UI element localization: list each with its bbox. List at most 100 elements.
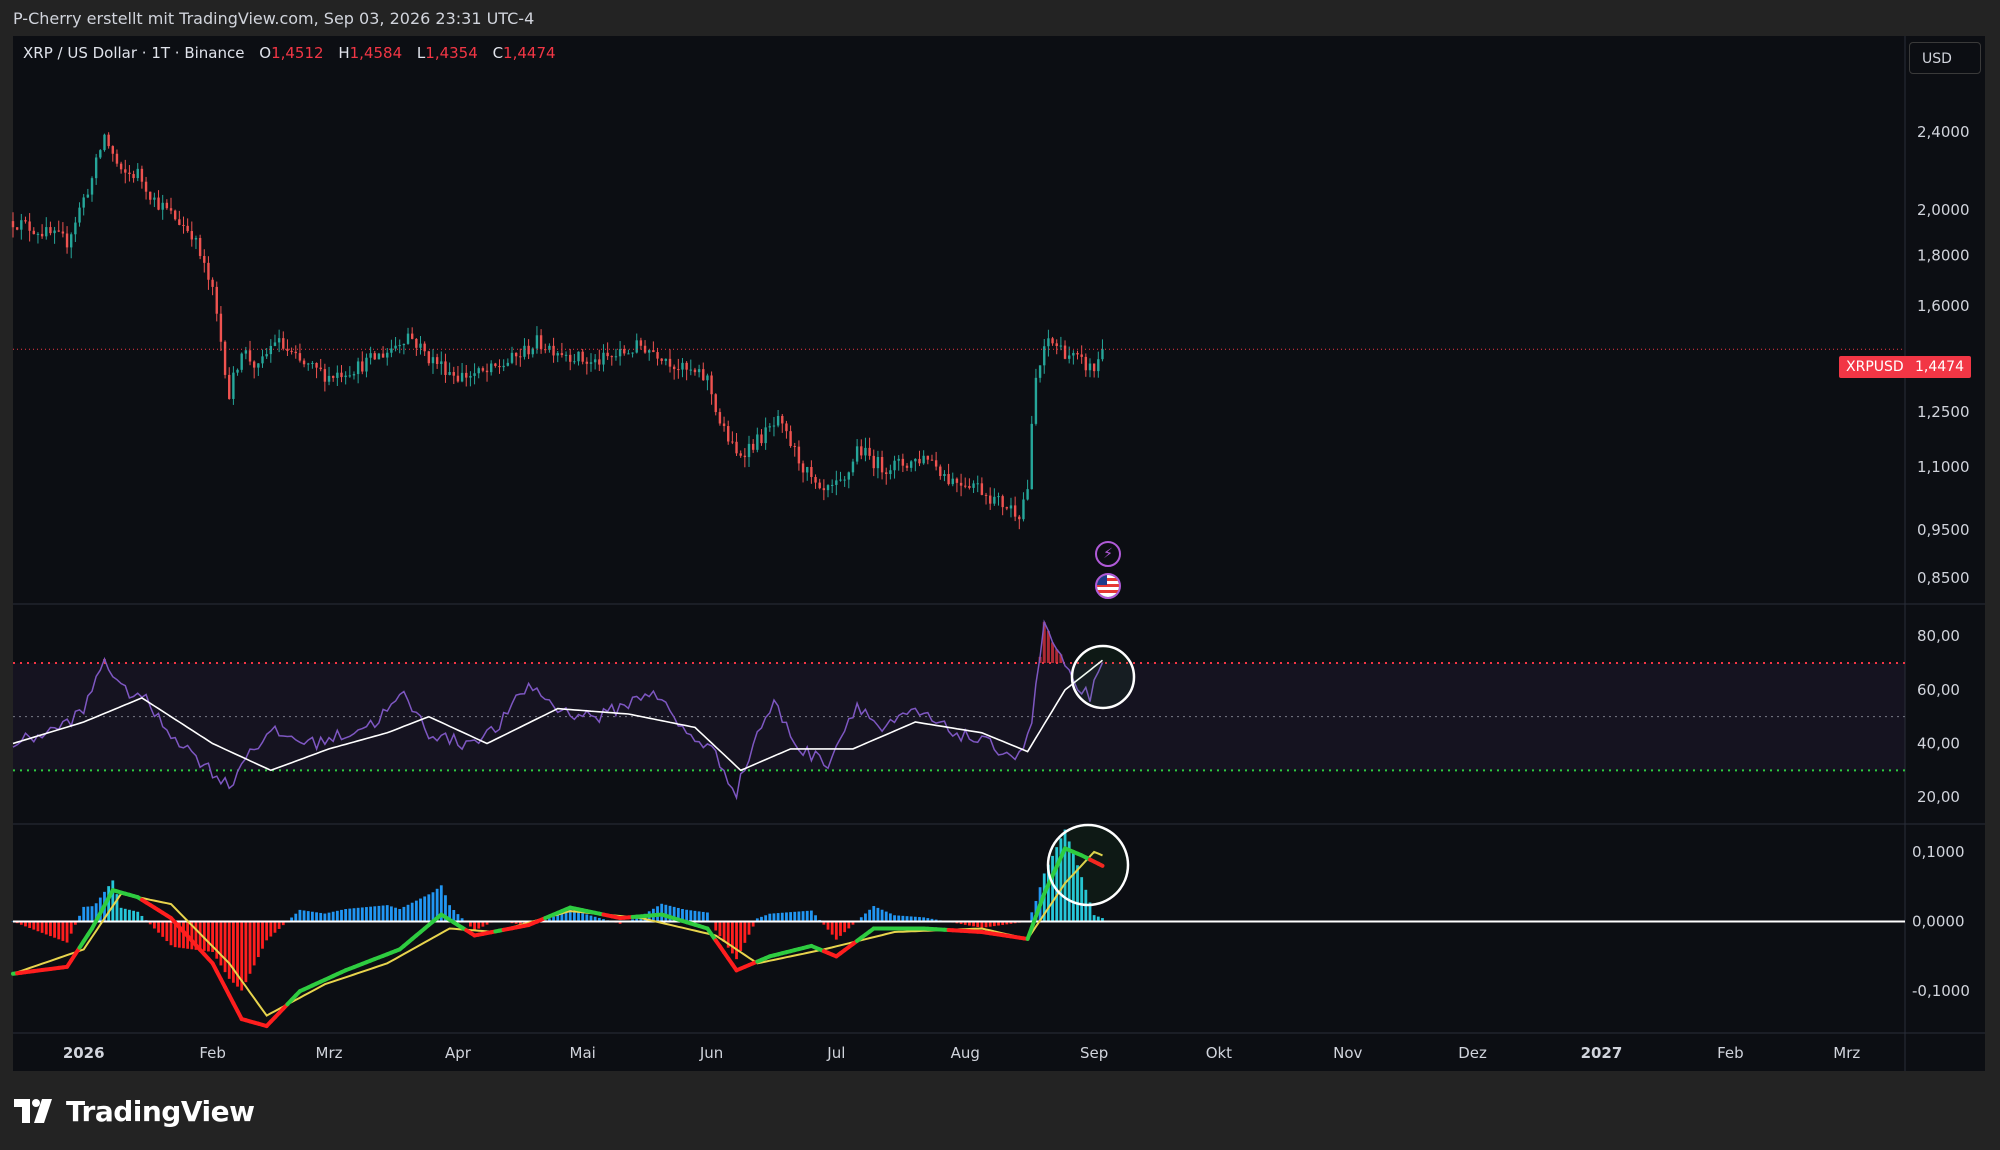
price-tick-label: 1,1000 bbox=[1917, 458, 1970, 476]
macd-histogram-bar bbox=[1071, 853, 1075, 922]
candle-body bbox=[880, 457, 884, 473]
macd-histogram-bar bbox=[252, 921, 256, 966]
candle-body bbox=[149, 191, 152, 200]
candle-body bbox=[502, 365, 505, 368]
candle-body bbox=[410, 333, 414, 339]
candle-body bbox=[398, 345, 401, 347]
macd-histogram-bar bbox=[365, 907, 368, 922]
macd-histogram-bar bbox=[1055, 847, 1059, 922]
tradingview-logo[interactable]: TradingView bbox=[14, 1093, 255, 1129]
macd-histogram-bar bbox=[997, 921, 1000, 926]
macd-histogram-bar bbox=[294, 913, 298, 922]
candle-body bbox=[1051, 338, 1054, 344]
candle-body bbox=[111, 146, 114, 154]
candle-body bbox=[851, 461, 855, 473]
macd-histogram-bar bbox=[277, 921, 281, 929]
macd-histogram-bar bbox=[809, 910, 813, 922]
candle-body bbox=[693, 369, 697, 373]
candle-body bbox=[747, 443, 751, 458]
macd-histogram-bar bbox=[747, 921, 751, 935]
candle-body bbox=[627, 353, 630, 355]
price-tick-label: 1,6000 bbox=[1917, 297, 1970, 315]
lightning-event-icon[interactable]: ⚡ bbox=[1095, 541, 1121, 567]
macd-histogram-bar bbox=[901, 915, 905, 922]
macd-histogram-bar bbox=[1096, 916, 1100, 922]
price-tick-label: 2,4000 bbox=[1917, 123, 1970, 141]
macd-histogram-bar bbox=[414, 900, 418, 922]
candle-body bbox=[909, 461, 913, 468]
macd-histogram-bar bbox=[984, 921, 988, 928]
candle-body bbox=[402, 343, 406, 346]
macd-histogram-bar bbox=[1101, 918, 1104, 922]
candle-body bbox=[830, 484, 834, 486]
macd-histogram-bar bbox=[269, 921, 273, 937]
candle-body bbox=[265, 354, 268, 357]
candle-body bbox=[614, 356, 618, 358]
macd-histogram-bar bbox=[36, 921, 40, 932]
macd-histogram-bar bbox=[776, 913, 780, 922]
candle-body bbox=[631, 352, 634, 354]
macd-histogram-bar bbox=[82, 906, 86, 922]
candle-body bbox=[477, 368, 480, 374]
macd-histogram-bar bbox=[697, 911, 701, 922]
macd-histogram-bar bbox=[202, 921, 206, 951]
candle-body bbox=[697, 369, 701, 373]
candle-body bbox=[527, 345, 530, 355]
macd-tick-label: 0,1000 bbox=[1912, 843, 1965, 861]
macd-histogram-bar bbox=[589, 915, 593, 922]
candle-body bbox=[818, 482, 821, 489]
macd-histogram-bar bbox=[839, 921, 842, 936]
macd-histogram-bar bbox=[1005, 921, 1009, 925]
candle-body bbox=[585, 361, 589, 364]
macd-histogram-bar bbox=[348, 908, 352, 922]
macd-histogram-bar bbox=[851, 921, 855, 925]
macd-histogram-bar bbox=[323, 913, 327, 922]
macd-histogram-bar bbox=[884, 911, 888, 922]
rsi-highlight-circle bbox=[1070, 644, 1136, 710]
candle-body bbox=[735, 441, 738, 454]
candle-body bbox=[602, 352, 605, 365]
candle-body bbox=[198, 237, 202, 256]
candle-body bbox=[323, 369, 327, 382]
macd-histogram-bar bbox=[888, 913, 892, 922]
candle-body bbox=[668, 358, 672, 367]
candle-body bbox=[785, 423, 788, 432]
candle-body bbox=[340, 372, 343, 378]
macd-histogram-bar bbox=[755, 918, 759, 922]
rsi-tick-label: 20,00 bbox=[1917, 788, 1960, 806]
macd-histogram-bar bbox=[631, 919, 634, 922]
macd-histogram-bar bbox=[485, 921, 489, 925]
candle-body bbox=[556, 353, 559, 356]
macd-histogram-bar bbox=[793, 911, 797, 922]
macd-histogram-bar bbox=[676, 907, 680, 922]
candle-body bbox=[448, 372, 451, 375]
candle-body bbox=[45, 227, 48, 237]
time-tick-label: Jul bbox=[826, 1044, 845, 1062]
chart-caption: P-Cherry erstellt mit TradingView.com, S… bbox=[13, 9, 535, 28]
macd-histogram-bar bbox=[73, 921, 77, 925]
macd-histogram-bar bbox=[801, 911, 805, 922]
candle-body bbox=[539, 335, 543, 350]
macd-histogram-bar bbox=[930, 918, 934, 922]
macd-histogram-bar bbox=[789, 912, 792, 922]
macd-histogram-bar bbox=[248, 921, 252, 974]
macd-histogram-bar bbox=[398, 908, 402, 922]
macd-histogram-bar bbox=[672, 906, 676, 922]
candle-body bbox=[415, 338, 418, 348]
candle-body bbox=[810, 467, 813, 478]
macd-histogram-bar bbox=[972, 921, 975, 927]
macd-histogram-bar bbox=[211, 921, 214, 952]
candle-body bbox=[1043, 346, 1046, 366]
macd-histogram-bar bbox=[1047, 864, 1050, 922]
candle-body bbox=[481, 368, 485, 371]
candle-body bbox=[219, 313, 223, 342]
currency-button[interactable]: USD bbox=[1909, 42, 1981, 74]
candle-body bbox=[652, 350, 655, 353]
candle-body bbox=[855, 446, 859, 462]
candle-body bbox=[593, 359, 597, 363]
macd-histogram-bar bbox=[94, 903, 98, 922]
us-flag-event-icon[interactable] bbox=[1095, 573, 1121, 599]
candle-body bbox=[1038, 365, 1042, 378]
macd-histogram-bar bbox=[967, 921, 971, 926]
